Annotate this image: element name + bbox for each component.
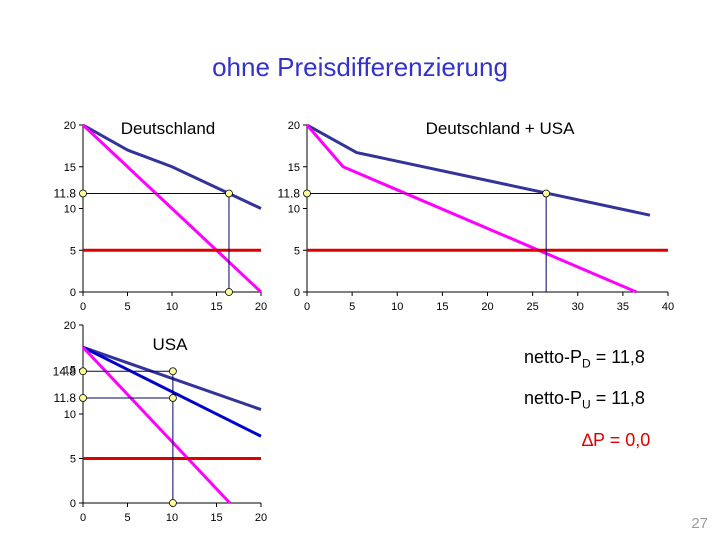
deutschland-axis-marker (79, 189, 87, 198)
deutschland-chart-title: Deutschland (121, 119, 216, 138)
note-value: = 11,8 (590, 347, 645, 367)
usa-x-tick-label: 20 (255, 512, 267, 524)
usa-demand-line (82, 345, 262, 438)
deutschland-x-tick-label: 5 (124, 301, 130, 313)
note-subscript: D (582, 356, 591, 371)
deutschland-usa-x-tick-label: 30 (572, 301, 584, 313)
deutschland-usa-x-tick-label: 5 (349, 301, 355, 313)
usa-x-tick-label: 15 (210, 512, 222, 524)
note-subscript: U (582, 397, 591, 412)
deutschland-usa-x-tick-label: 40 (662, 301, 674, 313)
deutschland-demand-line (82, 123, 262, 210)
deutschland-y-tick-label: 10 (64, 204, 76, 216)
deutschland-usa-demand-line (306, 123, 651, 217)
note-prefix: netto-P (524, 347, 583, 367)
usa-y-tick-label: 10 (64, 409, 76, 421)
deutschland-marginal-revenue-line (81, 123, 263, 294)
deutschland-usa-y-tick-label: 0 (294, 287, 300, 299)
deutschland-usa-y-tick-label: 15 (288, 162, 300, 174)
deutschland-y-tick-label: 20 (64, 120, 76, 132)
deutschland-usa-x-tick-label: 20 (481, 301, 493, 313)
usa-point-marker (168, 394, 177, 402)
note-value: = 0,0 (604, 430, 651, 450)
usa-y-tick-label: 5 (70, 454, 76, 466)
usa-demand-line (82, 345, 262, 411)
deutschland-usa-price-label: 11.8 (278, 186, 301, 200)
usa-y-tick-label: 0 (70, 498, 76, 510)
deutschland-x-tick-label: 20 (255, 301, 267, 313)
netto-price-deutschland-note: netto-PD = 11,8 (524, 347, 645, 371)
deutschland-y-tick-label: 15 (64, 162, 76, 174)
deutschland-usa-y-tick-label: 10 (288, 204, 300, 216)
deutschland-usa-axis-marker (303, 189, 311, 198)
deutschland-usa-y-tick-label: 5 (294, 245, 300, 257)
usa-axis-marker (79, 367, 87, 376)
note-prefix: netto-P (524, 388, 583, 408)
deutschland-y-tick-label: 5 (70, 245, 76, 257)
note-prefix: ∆P (582, 430, 605, 450)
price-difference-note: ∆P = 0,0 (582, 430, 650, 451)
usa-chart-title: USA (153, 335, 189, 354)
usa-price-label: 14.8 (53, 364, 77, 378)
deutschland-usa-chart-title: Deutschland + USA (426, 119, 575, 138)
deutschland-usa-x-tick-label: 10 (391, 301, 403, 313)
usa-y-tick-label: 20 (64, 320, 76, 332)
deutschland-point-marker (225, 189, 233, 198)
usa-x-tick-label: 0 (80, 512, 86, 524)
deutschland-usa-x-tick-label: 0 (304, 301, 310, 313)
deutschland-usa-y-tick-label: 20 (288, 120, 300, 132)
usa-x-tick-label: 10 (166, 512, 178, 524)
usa-y-tick-label: 15 (64, 365, 76, 377)
deutschland-y-tick-label: 0 (70, 287, 76, 299)
deutschland-usa-point-marker (542, 189, 551, 198)
deutschland-usa-x-tick-label: 25 (527, 301, 539, 313)
page-number: 27 (691, 515, 708, 532)
netto-price-usa-note: netto-PU = 11,8 (524, 388, 645, 412)
usa-point-marker (168, 367, 177, 376)
usa-x-tick-label: 5 (124, 512, 130, 524)
note-value: = 11,8 (590, 388, 645, 408)
slide-title: ohne Preisdifferenzierung (212, 52, 508, 82)
deutschland-usa-x-tick-label: 15 (436, 301, 448, 313)
usa-point-marker (168, 499, 177, 507)
usa-axis-marker (79, 394, 87, 402)
deutschland-x-tick-label: 0 (80, 301, 86, 313)
deutschland-usa-x-tick-label: 35 (617, 301, 629, 313)
deutschland-point-marker (225, 288, 233, 296)
deutschland-x-tick-label: 10 (166, 301, 178, 313)
usa-price-label: 11.8 (54, 391, 77, 405)
deutschland-usa-marginal-revenue-line (305, 124, 638, 294)
deutschland-price-label: 11.8 (54, 186, 77, 200)
usa-marginal-revenue-line (81, 346, 231, 505)
deutschland-x-tick-label: 15 (210, 301, 222, 313)
